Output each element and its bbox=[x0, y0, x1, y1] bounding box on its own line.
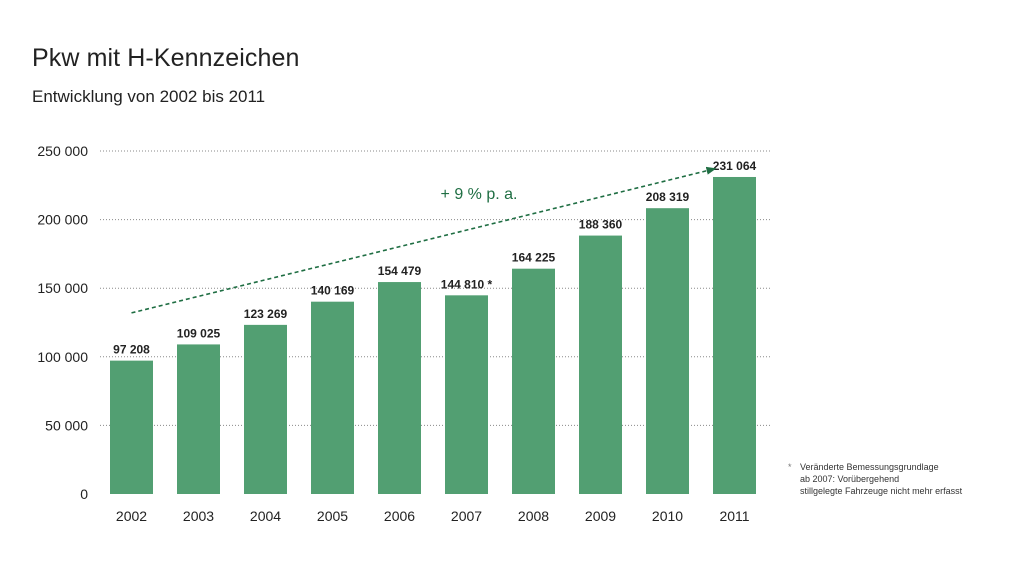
value-labels: 97 208 109 025 123 269 140 169 154 479 144 81… bbox=[113, 159, 756, 357]
bar-2003 bbox=[177, 344, 220, 494]
y-tick-label: 0 bbox=[80, 486, 88, 502]
footnote-line: stillgelegte Fahrzeuge nicht mehr erfass… bbox=[800, 486, 963, 496]
y-tick-label: 100 000 bbox=[37, 349, 88, 365]
x-tick-label: 2005 bbox=[317, 508, 348, 524]
bar-2002 bbox=[110, 360, 153, 494]
x-tick-label: 2010 bbox=[652, 508, 683, 524]
bar-2010 bbox=[646, 208, 689, 494]
chart-title: Pkw mit H-Kennzeichen bbox=[32, 44, 300, 72]
value-label: 97 208 bbox=[113, 343, 150, 357]
trend-label: + 9 % p. a. bbox=[441, 186, 518, 203]
bar-2009 bbox=[579, 235, 622, 495]
bar-2005 bbox=[311, 301, 354, 494]
trend-arrow: + 9 % p. a. bbox=[131, 166, 717, 314]
footnote-line: Veränderte Bemessungsgrundlage bbox=[800, 462, 939, 472]
value-label: 144 810 * bbox=[441, 277, 493, 291]
footnote-marker: * bbox=[788, 462, 792, 472]
trend-line bbox=[131, 166, 717, 314]
value-label: 140 169 bbox=[311, 284, 355, 298]
x-tick-label: 2007 bbox=[451, 508, 482, 524]
x-tick-label: 2002 bbox=[116, 508, 147, 524]
bar-2006 bbox=[378, 282, 421, 494]
y-tick-label: 50 000 bbox=[45, 417, 88, 433]
bar-2008 bbox=[512, 268, 555, 494]
x-tick-label: 2006 bbox=[384, 508, 415, 524]
x-axis: 2002 2003 2004 2005 2006 2007 2008 2009 2010 2011 bbox=[116, 508, 750, 524]
value-label: 154 479 bbox=[378, 264, 422, 278]
x-tick-label: 2003 bbox=[183, 508, 214, 524]
value-label: 123 269 bbox=[244, 307, 288, 321]
value-label: 109 025 bbox=[177, 326, 221, 340]
bar-2007 bbox=[445, 295, 488, 494]
x-tick-label: 2008 bbox=[518, 508, 549, 524]
bars bbox=[110, 176, 756, 495]
bar-2011 bbox=[713, 176, 756, 494]
footnote-line: ab 2007: Vorübergehend bbox=[800, 474, 900, 484]
y-tick-label: 150 000 bbox=[37, 280, 88, 296]
value-label: 164 225 bbox=[512, 251, 556, 265]
y-tick-label: 250 000 bbox=[37, 143, 88, 159]
chart-subtitle: Entwicklung von 2002 bis 2011 bbox=[32, 87, 266, 106]
footnote: * Veränderte Bemessungsgrundlage ab 2007… bbox=[788, 461, 1013, 497]
y-axis: 0 50 000 100 000 150 000 200 000 250 000 bbox=[37, 143, 88, 502]
x-tick-label: 2009 bbox=[585, 508, 616, 524]
x-tick-label: 2004 bbox=[250, 508, 281, 524]
value-label: 208 319 bbox=[646, 190, 690, 204]
bar-2004 bbox=[244, 324, 287, 494]
value-label: 188 360 bbox=[579, 218, 623, 232]
x-tick-label: 2011 bbox=[719, 508, 749, 524]
footnote-text: Veränderte Bemessungsgrundlage ab 2007: … bbox=[800, 461, 1013, 497]
value-label: 231 064 bbox=[713, 159, 757, 173]
y-tick-label: 200 000 bbox=[37, 212, 88, 228]
